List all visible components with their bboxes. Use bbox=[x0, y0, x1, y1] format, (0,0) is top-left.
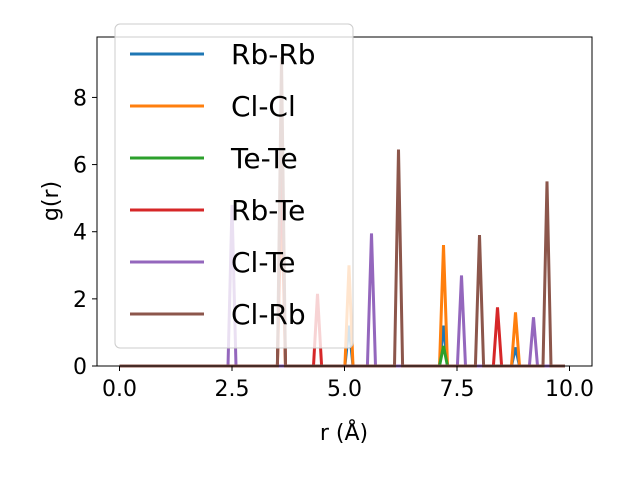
legend-label: Rb-Rb bbox=[231, 38, 316, 71]
y-axis-label: g(r) bbox=[39, 181, 64, 221]
y-tick-label: 2 bbox=[73, 288, 87, 313]
x-tick-label: 2.5 bbox=[215, 377, 250, 402]
legend-label: Cl-Cl bbox=[231, 90, 296, 123]
x-tick-label: 5.0 bbox=[327, 377, 362, 402]
legend-label: Rb-Te bbox=[231, 194, 305, 227]
y-tick-label: 6 bbox=[73, 154, 87, 179]
legend-label: Cl-Rb bbox=[231, 298, 306, 331]
y-tick-label: 8 bbox=[73, 86, 87, 111]
x-tick-label: 0.0 bbox=[102, 377, 137, 402]
y-tick-label: 4 bbox=[73, 221, 87, 246]
x-axis: 0.0 2.5 5.0 7.5 10.0 bbox=[102, 366, 594, 402]
x-axis-label: r (Å) bbox=[320, 419, 368, 446]
x-tick-label: 10.0 bbox=[545, 377, 594, 402]
y-tick-label: 0 bbox=[73, 355, 87, 380]
legend: Rb-Rb Cl-Cl Te-Te Rb-Te Cl-Te Cl-Rb bbox=[114, 23, 354, 349]
legend-label: Te-Te bbox=[230, 142, 298, 175]
y-axis: 0 2 4 6 8 bbox=[73, 86, 97, 380]
x-tick-label: 7.5 bbox=[440, 377, 475, 402]
legend-label: Cl-Te bbox=[231, 246, 295, 279]
